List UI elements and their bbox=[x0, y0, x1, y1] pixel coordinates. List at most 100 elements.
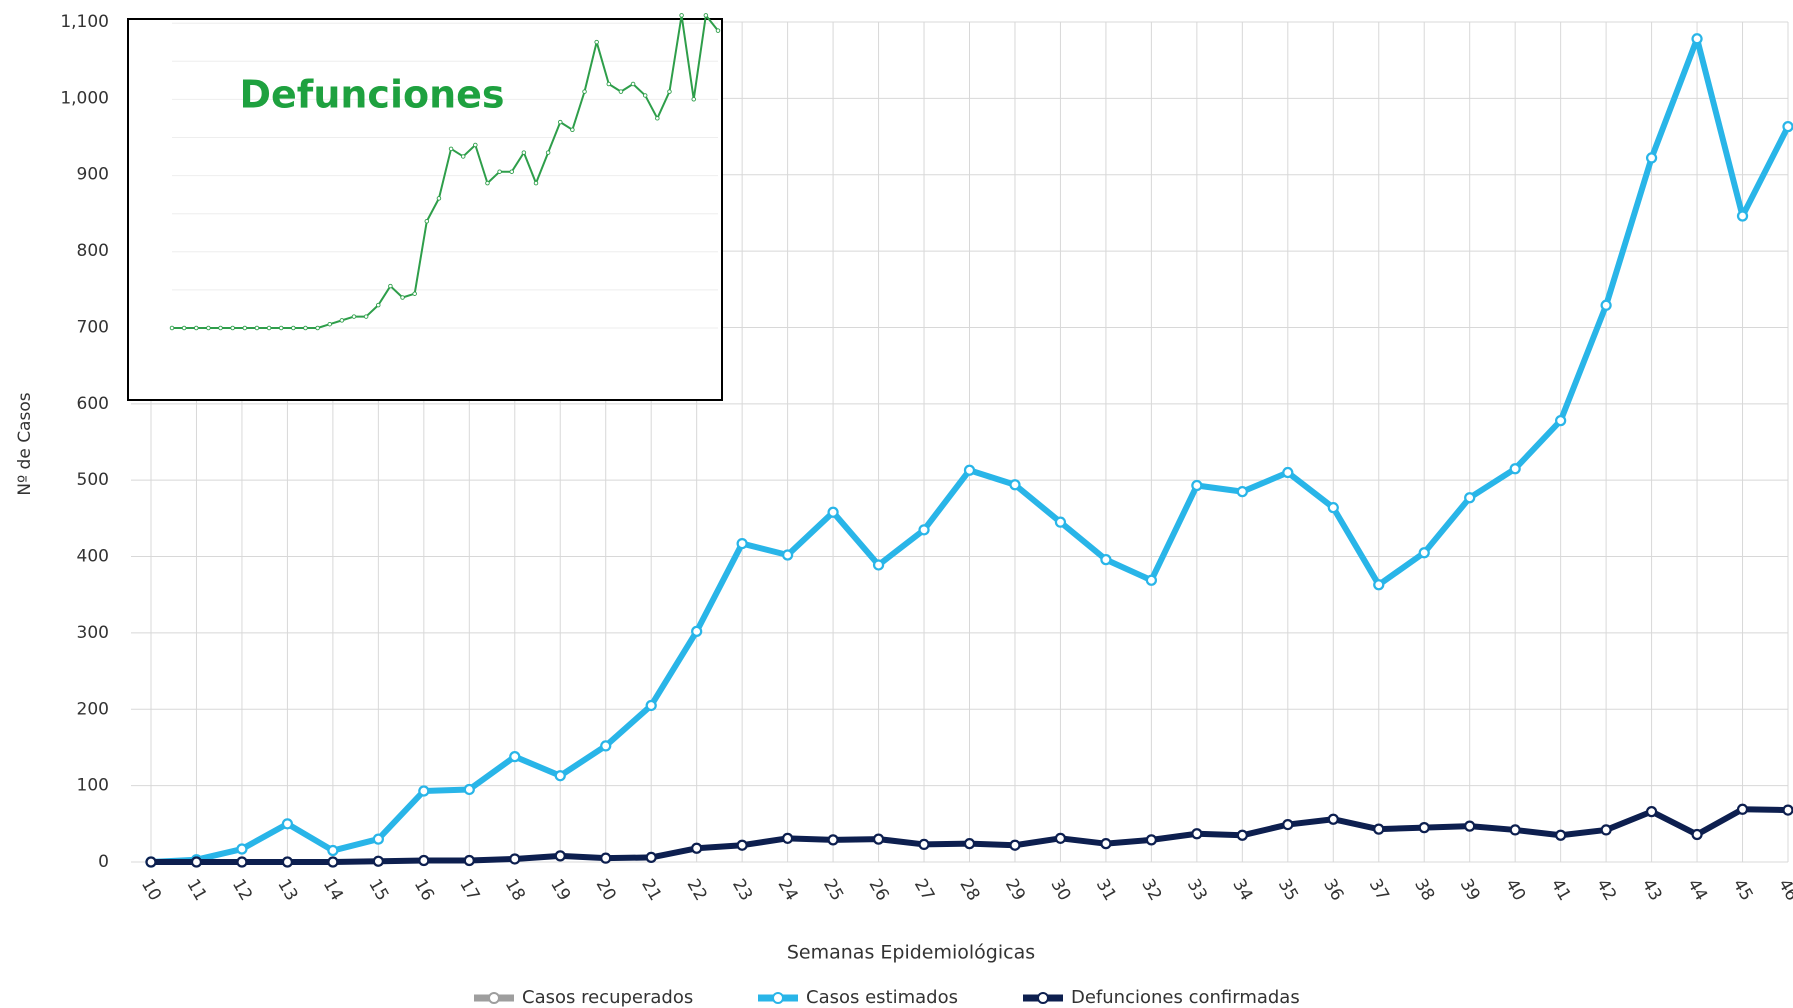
data-point bbox=[606, 81, 612, 87]
legend-swatch-dot bbox=[488, 992, 500, 1004]
x-tick-label: 16 bbox=[410, 876, 438, 905]
data-point bbox=[509, 853, 521, 865]
data-point bbox=[242, 325, 248, 331]
data-point bbox=[1736, 210, 1749, 222]
x-tick-label: 12 bbox=[228, 876, 256, 905]
x-tick-label: 31 bbox=[1092, 876, 1120, 905]
data-point bbox=[1464, 492, 1476, 504]
x-tick-label: 42 bbox=[1592, 876, 1620, 905]
inset-title: Defunciones bbox=[239, 73, 504, 117]
x-tick-label: 20 bbox=[592, 876, 620, 905]
data-point bbox=[703, 13, 709, 18]
data-point bbox=[509, 750, 521, 763]
data-point bbox=[618, 89, 624, 94]
data-point bbox=[372, 833, 384, 845]
data-point bbox=[1100, 838, 1112, 850]
data-point bbox=[412, 291, 417, 296]
x-tick-label: 39 bbox=[1456, 876, 1484, 905]
x-tick-label: 29 bbox=[1001, 876, 1029, 905]
data-point bbox=[521, 150, 527, 155]
data-point bbox=[600, 852, 612, 864]
data-point bbox=[827, 834, 839, 846]
x-tick-label: 21 bbox=[637, 876, 665, 905]
data-point bbox=[485, 180, 490, 186]
x-tick-label: 36 bbox=[1319, 876, 1347, 905]
y-tick-label: 900 bbox=[77, 165, 109, 185]
data-point bbox=[570, 127, 575, 132]
data-point bbox=[645, 851, 657, 864]
data-point bbox=[827, 506, 839, 518]
data-point bbox=[1782, 120, 1793, 133]
data-point bbox=[1691, 33, 1703, 45]
data-point bbox=[327, 856, 339, 868]
data-point bbox=[169, 325, 175, 331]
data-point bbox=[327, 321, 332, 327]
x-tick-label: 28 bbox=[955, 876, 983, 905]
x-tick-label: 24 bbox=[774, 876, 802, 905]
data-point bbox=[594, 39, 599, 45]
data-point bbox=[1282, 466, 1294, 479]
data-point bbox=[1555, 829, 1567, 841]
data-point bbox=[781, 549, 794, 561]
x-tick-label: 14 bbox=[319, 876, 347, 905]
x-tick-label: 43 bbox=[1638, 876, 1666, 905]
data-point bbox=[1009, 839, 1021, 851]
data-point bbox=[1145, 834, 1158, 846]
data-point bbox=[281, 856, 294, 868]
x-tick-label: 13 bbox=[273, 876, 301, 905]
data-point bbox=[872, 833, 885, 845]
data-point bbox=[1236, 829, 1248, 841]
data-point bbox=[558, 119, 563, 125]
legend-swatch-dot bbox=[772, 992, 784, 1004]
data-point bbox=[1145, 574, 1158, 586]
data-point bbox=[372, 855, 384, 867]
data-point bbox=[1418, 547, 1430, 559]
data-point bbox=[230, 325, 235, 331]
y-tick-label: 800 bbox=[77, 241, 109, 261]
data-point bbox=[254, 325, 260, 331]
x-tick-label: 27 bbox=[910, 876, 938, 905]
data-point bbox=[339, 318, 345, 323]
x-tick-label: 44 bbox=[1683, 876, 1711, 905]
data-point bbox=[388, 283, 393, 289]
data-point bbox=[1600, 824, 1612, 836]
data-point bbox=[1555, 414, 1567, 427]
data-point bbox=[645, 699, 657, 712]
data-point bbox=[1373, 823, 1385, 835]
data-point bbox=[448, 146, 454, 152]
y-tick-label: 700 bbox=[77, 317, 109, 337]
x-tick-label: 23 bbox=[728, 876, 756, 905]
legend-label: Defunciones confirmadas bbox=[1071, 987, 1300, 1008]
legend-label: Casos recuperados bbox=[522, 987, 693, 1008]
data-point bbox=[509, 169, 514, 174]
x-tick-label: 22 bbox=[683, 876, 711, 905]
data-point bbox=[1418, 822, 1430, 834]
x-axis-title: Semanas Epidemiológicas bbox=[787, 942, 1035, 964]
data-point bbox=[1327, 502, 1339, 514]
y-tick-label: 400 bbox=[77, 547, 109, 567]
x-tick-label: 26 bbox=[864, 876, 892, 905]
data-point bbox=[1736, 803, 1749, 815]
x-tick-label: 10 bbox=[137, 876, 165, 905]
data-point bbox=[736, 839, 748, 851]
data-point bbox=[1191, 828, 1203, 840]
data-point bbox=[351, 314, 357, 319]
data-point bbox=[463, 783, 475, 796]
data-point bbox=[1327, 813, 1339, 825]
y-tick-label: 300 bbox=[77, 623, 109, 643]
x-tick-label: 19 bbox=[546, 876, 574, 905]
data-point bbox=[236, 856, 248, 868]
data-point bbox=[1645, 152, 1658, 164]
data-point bbox=[736, 537, 748, 550]
data-point bbox=[533, 180, 539, 186]
data-point bbox=[266, 325, 272, 331]
data-point bbox=[872, 559, 885, 571]
data-point bbox=[715, 28, 721, 33]
data-point bbox=[691, 842, 703, 854]
data-point bbox=[206, 325, 211, 331]
legend-label: Casos estimados bbox=[806, 987, 958, 1008]
y-tick-label: 100 bbox=[77, 776, 109, 796]
x-tick-label: 17 bbox=[455, 876, 483, 905]
data-point bbox=[1282, 818, 1294, 831]
data-point bbox=[291, 325, 296, 331]
